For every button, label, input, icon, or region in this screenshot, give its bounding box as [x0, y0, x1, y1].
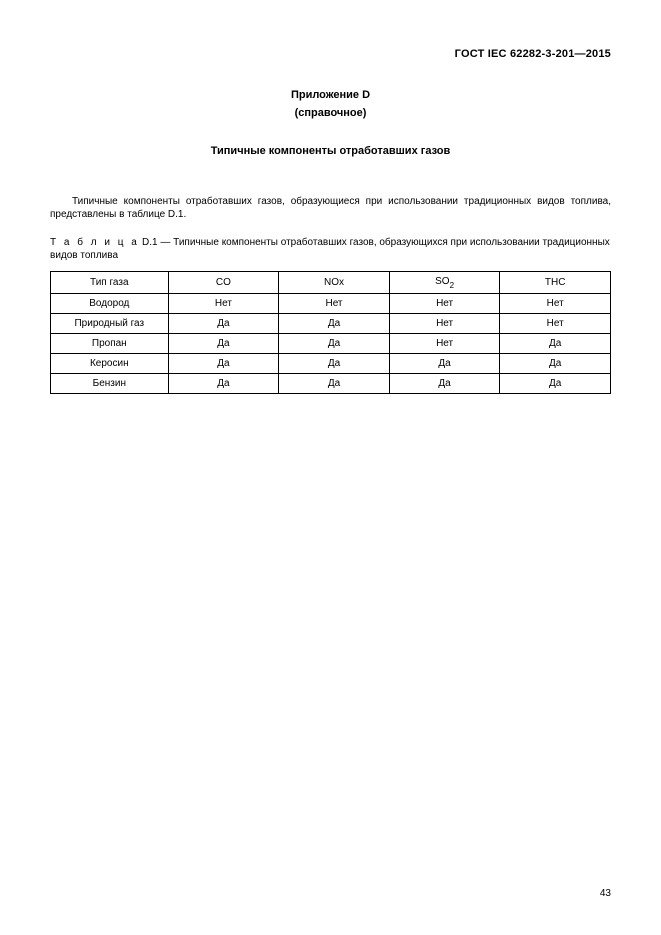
cell-value: Нет: [389, 333, 500, 353]
intro-paragraph: Типичные компоненты отработавших газов, …: [50, 195, 611, 222]
cell-type: Бензин: [51, 373, 169, 393]
cell-type: Водород: [51, 293, 169, 313]
cell-value: Нет: [389, 293, 500, 313]
cell-value: Нет: [279, 293, 390, 313]
cell-value: Нет: [168, 293, 279, 313]
cell-value: Нет: [500, 313, 611, 333]
cell-value: Да: [168, 373, 279, 393]
cell-value: Да: [279, 333, 390, 353]
table-row: Керосин Да Да Да Да: [51, 353, 611, 373]
table-row: Бензин Да Да Да Да: [51, 373, 611, 393]
cell-value: Да: [500, 373, 611, 393]
page-number: 43: [600, 888, 611, 899]
cell-value: Да: [500, 333, 611, 353]
annex-label: Приложение D: [50, 88, 611, 103]
col-header-nox: NOx: [279, 271, 390, 293]
cell-type: Пропан: [51, 333, 169, 353]
annex-title: Типичные компоненты отработавших газов: [50, 145, 611, 157]
cell-value: Да: [389, 353, 500, 373]
table-row: Водород Нет Нет Нет Нет: [51, 293, 611, 313]
cell-value: Да: [279, 373, 390, 393]
col-header-thc: THC: [500, 271, 611, 293]
table-caption-prefix: Т а б л и ц а: [50, 237, 139, 248]
document-page: ГОСТ IEC 62282-3-201—2015 Приложение D (…: [0, 0, 661, 935]
document-code: ГОСТ IEC 62282-3-201—2015: [50, 48, 611, 60]
table-row: Природный газ Да Да Нет Нет: [51, 313, 611, 333]
cell-value: Да: [168, 353, 279, 373]
cell-value: Да: [500, 353, 611, 373]
cell-type: Природный газ: [51, 313, 169, 333]
col-header-so2: SO2: [389, 271, 500, 293]
table-caption: Т а б л и ц а D.1 — Типичные компоненты …: [50, 236, 611, 263]
table-header-row: Тип газа CO NOx SO2 THC: [51, 271, 611, 293]
cell-type: Керосин: [51, 353, 169, 373]
col-header-co: CO: [168, 271, 279, 293]
cell-value: Да: [168, 313, 279, 333]
cell-value: Нет: [500, 293, 611, 313]
cell-value: Да: [279, 313, 390, 333]
annex-note: (справочное): [50, 107, 611, 119]
col-header-type: Тип газа: [51, 271, 169, 293]
cell-value: Нет: [389, 313, 500, 333]
table-row: Пропан Да Да Нет Да: [51, 333, 611, 353]
cell-value: Да: [168, 333, 279, 353]
exhaust-components-table: Тип газа CO NOx SO2 THC Водород Нет Нет …: [50, 271, 611, 394]
cell-value: Да: [279, 353, 390, 373]
cell-value: Да: [389, 373, 500, 393]
